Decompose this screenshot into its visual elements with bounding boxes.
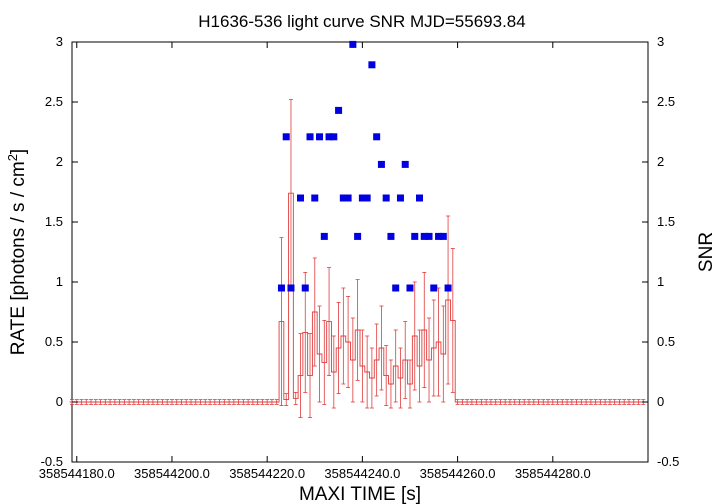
snr-point xyxy=(411,232,419,240)
y-tick-label-left: 2 xyxy=(56,154,63,169)
y-tick-label-right: 0 xyxy=(657,394,664,409)
y-tick-label-right: 1 xyxy=(657,274,664,289)
y-tick-label-left: 0 xyxy=(56,394,63,409)
snr-point xyxy=(439,232,447,240)
y-tick-label-right: 1.5 xyxy=(657,214,675,229)
snr-point xyxy=(320,232,328,240)
y-axis-label-right: SNR xyxy=(696,232,717,272)
y-tick-label-left: 1 xyxy=(56,274,63,289)
snr-point xyxy=(416,194,424,202)
y-axis-label-left: RATE [photons / s / cm2] xyxy=(5,149,29,355)
x-tick-label: 358544180.0 xyxy=(39,466,115,481)
snr-point xyxy=(425,232,433,240)
snr-point xyxy=(335,106,343,114)
snr-point xyxy=(406,284,414,292)
snr-point xyxy=(373,133,381,141)
snr-point xyxy=(387,232,395,240)
rate-series xyxy=(69,99,646,419)
snr-point xyxy=(358,194,366,202)
snr-point xyxy=(368,61,376,69)
snr-point xyxy=(325,133,333,141)
y-tick-label-right: 2.5 xyxy=(657,94,675,109)
y-tick-label-left: 0.5 xyxy=(45,334,63,349)
y-tick-label-left: 3 xyxy=(56,34,63,49)
snr-point xyxy=(316,133,324,141)
snr-point xyxy=(282,133,290,141)
axes: -0.5 -0.5 0 0 0.5 0.5 1 1 1.5 1.5 2 2 2.5 2.5 3 3 358544… xyxy=(39,34,680,481)
x-axis-label: MAXI TIME [s] xyxy=(299,484,421,504)
snr-point xyxy=(382,194,390,202)
y-tick-label-right: 2 xyxy=(657,154,664,169)
snr-point xyxy=(435,232,443,240)
x-tick-label: 358544200.0 xyxy=(134,466,210,481)
snr-point xyxy=(349,40,357,48)
snr-point xyxy=(430,284,438,292)
snr-point xyxy=(354,232,362,240)
snr-point xyxy=(296,194,304,202)
snr-point xyxy=(311,194,319,202)
snr-point xyxy=(444,284,452,292)
y-tick-label-right: 0.5 xyxy=(657,334,675,349)
plot-frame xyxy=(71,41,649,463)
snr-point xyxy=(287,284,295,292)
snr-point xyxy=(377,160,385,168)
y-tick-label-left: -0.5 xyxy=(41,454,63,469)
snr-point xyxy=(301,284,309,292)
snr-point xyxy=(401,160,409,168)
x-tick-label: 358544260.0 xyxy=(420,466,496,481)
snr-point xyxy=(396,194,404,202)
y-tick-label-right: -0.5 xyxy=(657,454,679,469)
snr-point xyxy=(339,194,347,202)
x-tick-label: 358544280.0 xyxy=(515,466,591,481)
snr-point xyxy=(363,194,371,202)
snr-point xyxy=(330,133,338,141)
y-tick-label-left: 1.5 xyxy=(45,214,63,229)
x-tick-label: 358544220.0 xyxy=(229,466,305,481)
snr-point xyxy=(344,194,352,202)
y-tick-label-left: 2.5 xyxy=(45,94,63,109)
y-tick-label-right: 3 xyxy=(657,34,664,49)
chart-title: H1636-536 light curve SNR MJD=55693.84 xyxy=(198,12,525,31)
snr-point xyxy=(306,133,314,141)
snr-point xyxy=(392,284,400,292)
snr-point xyxy=(277,284,285,292)
x-tick-label: 358544240.0 xyxy=(324,466,400,481)
snr-point xyxy=(420,232,428,240)
snr-series xyxy=(277,40,452,292)
